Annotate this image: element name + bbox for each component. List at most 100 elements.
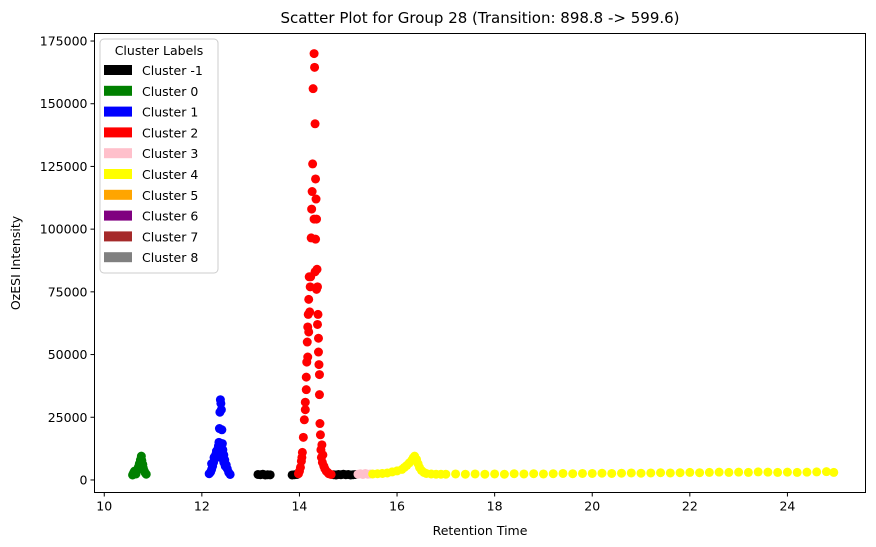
x-tick-label: 24 — [779, 499, 795, 514]
y-tick-label: 0 — [80, 472, 88, 487]
data-point — [310, 119, 320, 129]
data-point — [821, 467, 831, 477]
data-point — [782, 467, 792, 477]
data-point — [308, 84, 318, 94]
data-point — [309, 49, 319, 59]
legend-label: Cluster 1 — [142, 105, 198, 120]
legend-swatch — [104, 252, 132, 263]
y-tick-label: 125000 — [40, 159, 88, 174]
data-point — [656, 468, 666, 478]
y-tick-label: 50000 — [48, 347, 88, 362]
data-point — [265, 470, 275, 480]
data-point — [307, 187, 317, 197]
series-cluster-0 — [128, 451, 151, 480]
data-point — [607, 468, 617, 478]
data-point — [141, 469, 151, 479]
data-point — [714, 467, 724, 477]
data-point — [665, 468, 675, 478]
data-point — [704, 467, 714, 477]
data-point — [303, 352, 313, 362]
legend-label: Cluster 5 — [142, 188, 198, 203]
x-tick-label: 12 — [194, 499, 210, 514]
data-point — [314, 370, 324, 380]
legend-swatch — [104, 231, 132, 242]
axes-frame — [94, 33, 866, 493]
legend-label: Cluster -1 — [142, 63, 203, 78]
data-point — [558, 468, 568, 478]
y-tick-label: 175000 — [40, 34, 88, 49]
data-point — [304, 294, 314, 304]
data-point — [617, 468, 627, 478]
data-point — [587, 468, 597, 478]
data-point — [441, 469, 451, 479]
series-cluster-4 — [368, 451, 839, 479]
plot-area — [128, 49, 839, 480]
data-point — [311, 234, 321, 244]
x-tick-label: 16 — [389, 499, 405, 514]
data-point — [312, 284, 322, 294]
data-point — [300, 397, 310, 407]
data-point — [636, 468, 646, 478]
data-point — [300, 405, 310, 415]
data-point — [314, 390, 324, 400]
legend-swatch — [104, 106, 132, 117]
data-point — [568, 469, 578, 479]
x-tick-label: 10 — [96, 499, 112, 514]
data-point — [220, 461, 230, 471]
data-point — [763, 467, 773, 477]
legend-swatch — [104, 65, 132, 75]
series-cluster-1 — [204, 395, 235, 479]
y-tick-label: 25000 — [48, 410, 88, 425]
data-point — [753, 467, 763, 477]
data-point — [519, 469, 529, 479]
data-point — [529, 469, 539, 479]
legend-label: Cluster 4 — [142, 167, 198, 182]
legend-swatch — [104, 169, 132, 179]
data-point — [509, 469, 519, 479]
data-point — [215, 452, 225, 462]
data-point — [313, 319, 322, 329]
data-point — [308, 159, 318, 169]
data-point — [297, 452, 307, 462]
x-tick-label: 14 — [291, 499, 307, 514]
x-tick-label: 18 — [487, 499, 503, 514]
data-point — [315, 419, 325, 429]
series-cluster-2 — [293, 49, 336, 479]
data-point — [318, 450, 328, 460]
data-point — [225, 469, 235, 479]
legend-label: Cluster 8 — [142, 250, 198, 265]
data-point — [538, 469, 548, 479]
data-point — [311, 174, 321, 184]
legend-label: Cluster 0 — [142, 84, 198, 99]
data-point — [626, 468, 636, 478]
data-point — [812, 467, 822, 477]
data-point — [326, 469, 336, 479]
data-point — [310, 267, 320, 277]
data-point — [792, 467, 802, 477]
y-tick-label: 100000 — [40, 222, 88, 237]
data-point — [299, 415, 309, 425]
legend-swatch — [104, 189, 132, 200]
data-point — [304, 327, 314, 337]
data-point — [216, 405, 226, 415]
x-tick-label: 20 — [584, 499, 600, 514]
legend-swatch — [104, 148, 132, 159]
data-point — [314, 360, 324, 370]
data-point — [597, 468, 607, 478]
x-axis-label: Retention Time — [433, 523, 528, 538]
legend-swatch — [104, 210, 132, 221]
data-point — [313, 347, 323, 357]
data-point — [470, 469, 480, 479]
data-point — [480, 469, 490, 479]
data-point — [724, 467, 734, 477]
data-point — [313, 309, 323, 319]
x-axis: 10 12 14 16 18 20 22 24 — [96, 492, 795, 514]
data-point — [675, 468, 685, 478]
legend-title: Cluster Labels — [115, 43, 204, 58]
y-tick-label: 150000 — [40, 96, 88, 111]
data-point — [646, 468, 656, 478]
data-point — [499, 469, 509, 479]
y-tick-label: 75000 — [48, 284, 88, 299]
data-point — [217, 425, 227, 435]
data-point — [743, 467, 753, 477]
